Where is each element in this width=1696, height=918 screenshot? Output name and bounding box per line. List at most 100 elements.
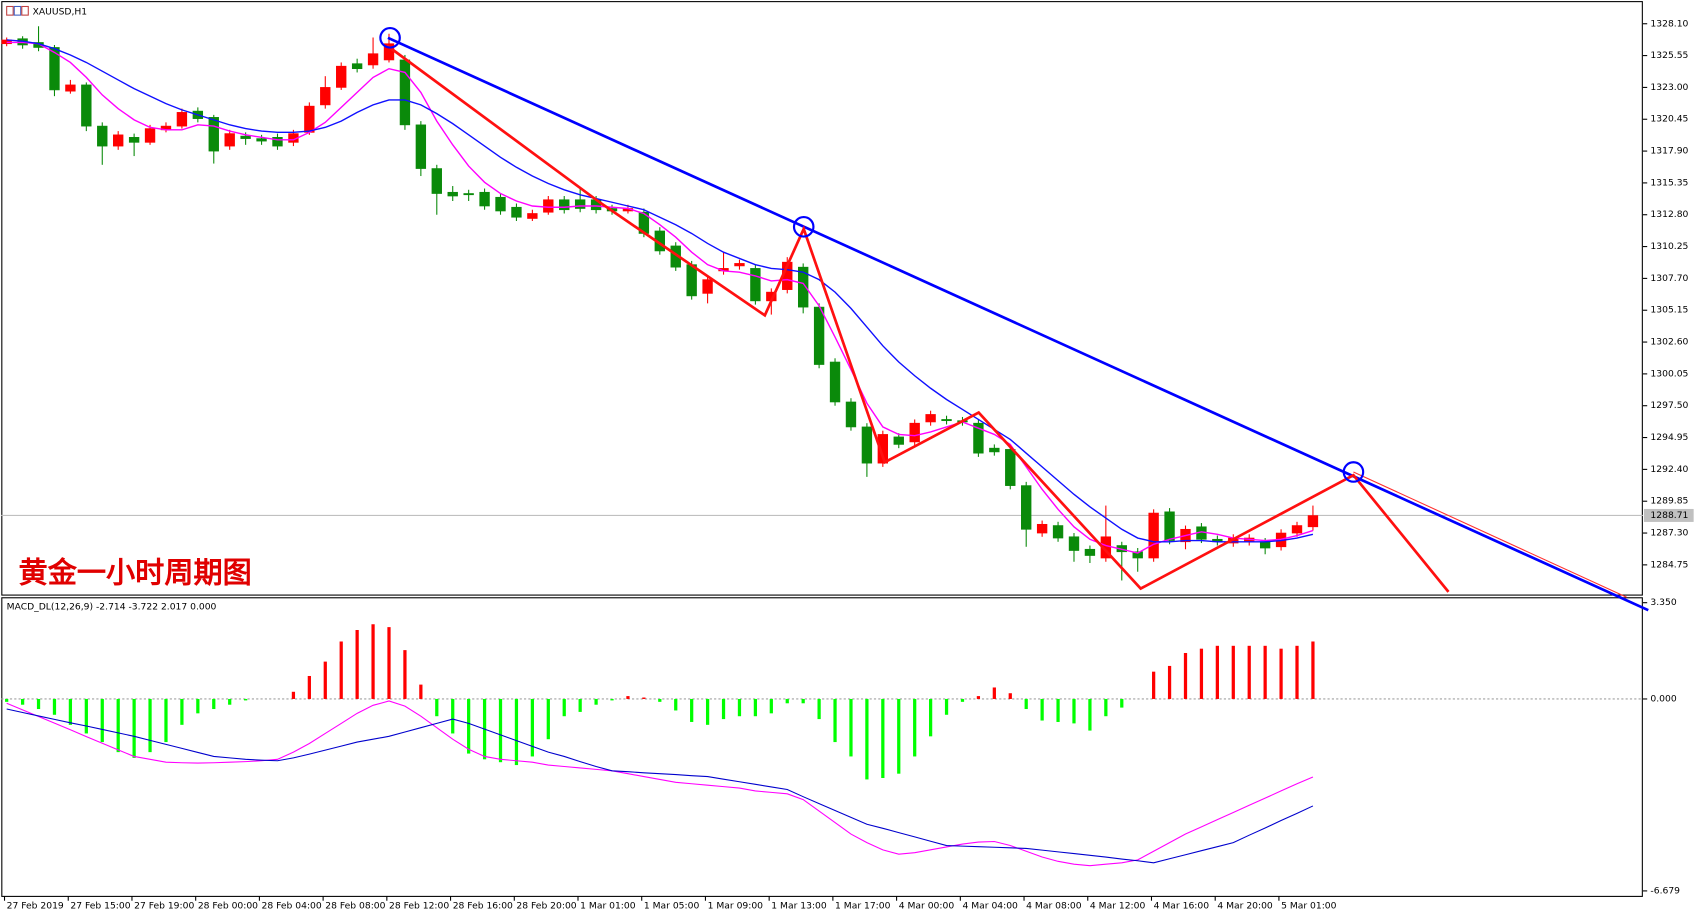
x-tick-label: 1 Mar 09:00 bbox=[708, 901, 764, 912]
candle-body bbox=[511, 206, 522, 218]
candle-body bbox=[367, 53, 379, 66]
y-tick-label: 1312.80 bbox=[1650, 209, 1688, 220]
candle-body bbox=[845, 401, 857, 428]
histogram-bar bbox=[626, 696, 630, 699]
y-tick-label: 1297.50 bbox=[1650, 400, 1688, 411]
histogram-bar bbox=[578, 698, 582, 712]
trend-line-red bbox=[1353, 471, 1627, 598]
histogram-bar bbox=[1279, 648, 1283, 699]
histogram-bar bbox=[116, 698, 120, 753]
histogram-bar bbox=[52, 698, 57, 715]
candle-body bbox=[1291, 525, 1303, 534]
histogram-bar bbox=[514, 698, 519, 766]
histogram-bar bbox=[1024, 698, 1028, 710]
candle-body bbox=[415, 124, 427, 169]
candle-body bbox=[1164, 511, 1175, 541]
icon-part bbox=[21, 5, 29, 16]
histogram-bar bbox=[1056, 698, 1060, 722]
histogram-bar bbox=[339, 641, 343, 699]
histogram-bar bbox=[690, 698, 694, 722]
x-tick-label: 27 Feb 2019 bbox=[7, 901, 64, 912]
histogram-bar bbox=[546, 698, 550, 740]
histogram-bar bbox=[737, 698, 742, 717]
histogram-bar bbox=[960, 698, 965, 702]
candle-body bbox=[543, 199, 554, 213]
candle-body bbox=[1036, 523, 1048, 534]
candle-body bbox=[1259, 541, 1271, 549]
x-tick-label: 4 Mar 16:00 bbox=[1154, 901, 1210, 912]
current-price-label: 1288.71 bbox=[1650, 510, 1688, 521]
histogram-bar bbox=[387, 627, 391, 699]
candle-body bbox=[256, 138, 267, 142]
candle-body bbox=[574, 199, 586, 209]
y-tick-label: 1305.15 bbox=[1650, 305, 1688, 316]
y-tick-label: 1300.05 bbox=[1650, 368, 1688, 379]
candle-body bbox=[336, 65, 347, 88]
histogram-bar bbox=[865, 698, 869, 780]
y-tick-label: 1323.00 bbox=[1650, 82, 1688, 93]
histogram-bar bbox=[435, 698, 439, 717]
x-tick-label: 4 Mar 04:00 bbox=[962, 901, 1018, 912]
histogram-bar bbox=[36, 698, 41, 710]
candle-body bbox=[1132, 551, 1143, 559]
histogram-bar bbox=[20, 698, 25, 705]
histogram-bar bbox=[291, 691, 296, 699]
histogram-bar bbox=[84, 698, 88, 734]
histogram-bar bbox=[1311, 641, 1315, 699]
candle-body bbox=[1148, 512, 1159, 559]
touch-circle bbox=[792, 216, 815, 238]
candle-body bbox=[829, 361, 841, 403]
histogram-bar bbox=[1199, 648, 1204, 699]
histogram-bar bbox=[419, 684, 423, 699]
histogram-bar bbox=[849, 698, 853, 757]
histogram-bar bbox=[307, 675, 311, 699]
candle-body bbox=[527, 213, 538, 219]
histogram-bar bbox=[100, 698, 104, 743]
moving-average bbox=[6, 41, 1314, 554]
x-tick-label: 1 Mar 05:00 bbox=[644, 901, 700, 912]
x-tick-label: 5 Mar 01:00 bbox=[1281, 901, 1337, 912]
histogram-bar bbox=[1088, 698, 1092, 731]
candle-body bbox=[989, 447, 1000, 453]
y-tick-label: 1315.35 bbox=[1650, 177, 1688, 188]
x-tick-label: 28 Feb 08:00 bbox=[325, 901, 385, 912]
histogram-bar bbox=[1072, 698, 1076, 724]
candle-body bbox=[877, 434, 889, 464]
candle-body bbox=[176, 112, 188, 127]
histogram-bar bbox=[1167, 665, 1172, 699]
histogram-bar bbox=[594, 698, 598, 705]
candle-body bbox=[941, 419, 952, 422]
candle-body bbox=[925, 414, 936, 423]
candle-body bbox=[973, 422, 984, 454]
histogram-bar bbox=[1152, 671, 1156, 699]
annotation: 黄金一小时周期图 bbox=[19, 556, 252, 590]
candle-body bbox=[861, 426, 873, 464]
candle-body bbox=[479, 191, 490, 207]
y-tick-label: 3.350 bbox=[1650, 597, 1676, 608]
histogram-bar bbox=[833, 698, 837, 743]
x-tick-label: 1 Mar 13:00 bbox=[771, 901, 827, 912]
histogram-bar bbox=[228, 698, 232, 705]
y-tick-label: 1292.40 bbox=[1650, 464, 1688, 475]
zigzag bbox=[386, 44, 1450, 593]
candle-body bbox=[320, 87, 331, 106]
candle-body bbox=[909, 422, 920, 443]
candle-body bbox=[1307, 515, 1319, 528]
drawings bbox=[379, 27, 1649, 612]
histogram-bar bbox=[1231, 645, 1235, 699]
candle-body bbox=[686, 264, 697, 297]
price-panel-frame bbox=[1, 1, 1643, 596]
chart-title: XAUUSD,H1 bbox=[33, 6, 88, 17]
y-tick-label: 1325.55 bbox=[1650, 50, 1688, 61]
histogram-bar bbox=[1183, 652, 1188, 699]
candle-body bbox=[128, 137, 140, 143]
candle-body bbox=[97, 125, 108, 147]
candle-body bbox=[144, 128, 156, 143]
histogram-bar bbox=[1040, 698, 1044, 721]
candle-body bbox=[431, 168, 442, 194]
candle-body bbox=[399, 59, 411, 126]
histogram-bar bbox=[323, 661, 327, 699]
y-tick-label: 1307.70 bbox=[1650, 273, 1688, 284]
